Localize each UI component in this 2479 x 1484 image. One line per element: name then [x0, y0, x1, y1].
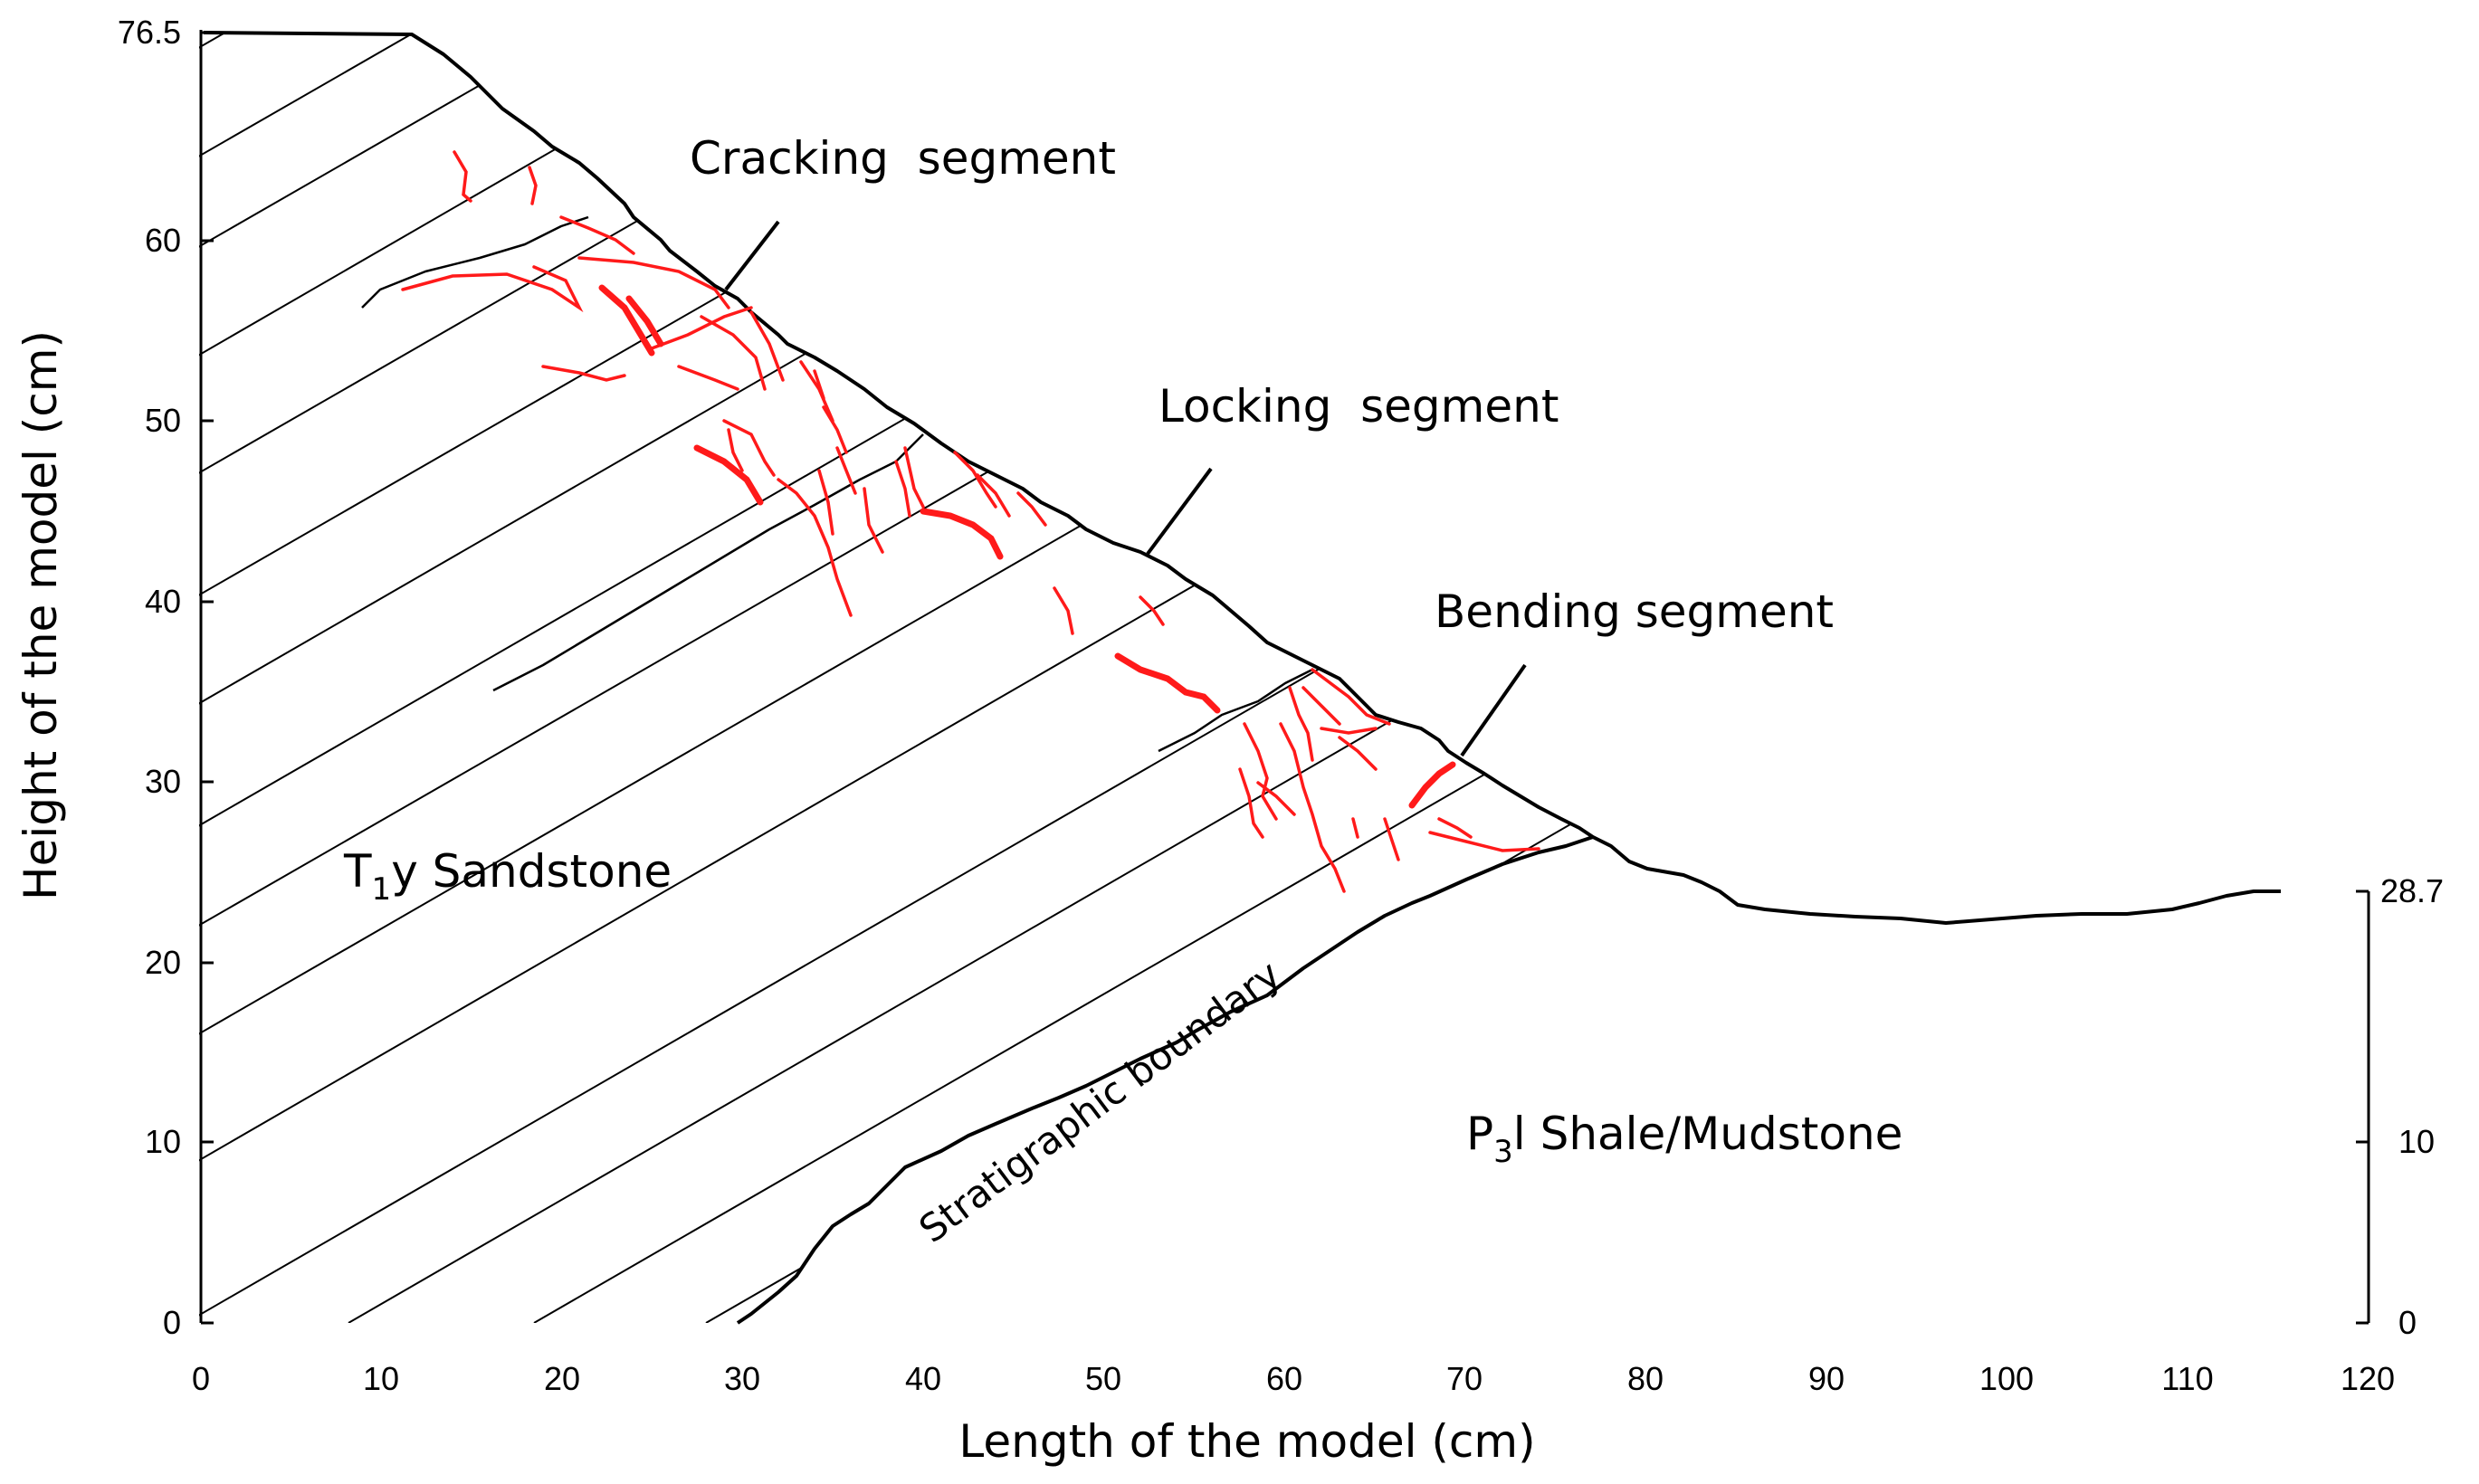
svg-text:120: 120	[2341, 1360, 2395, 1397]
sandstone-label: T1y Sandstone	[343, 845, 672, 908]
middle-fissure	[492, 433, 924, 692]
y-tick-10: 10	[145, 1123, 181, 1160]
y-tick-30: 30	[145, 763, 181, 800]
cracking-segment-label: Cracking segment	[690, 132, 1116, 185]
svg-text:20: 20	[544, 1360, 580, 1397]
y-tick-60: 60	[145, 222, 181, 259]
cracking-leader	[724, 220, 780, 291]
svg-text:0: 0	[192, 1360, 210, 1397]
svg-text:90: 90	[1808, 1360, 1845, 1397]
svg-text:30: 30	[724, 1360, 760, 1397]
svg-text:100: 100	[1979, 1360, 2034, 1397]
y-right-tick-0: 0	[2398, 1304, 2417, 1341]
svg-text:60: 60	[1266, 1360, 1302, 1397]
y-right-tick-top: 28.7	[2380, 872, 2444, 909]
bending-leader	[1460, 663, 1527, 757]
lower-fissure	[1158, 668, 1313, 753]
shale-label: P3l Shale/Mudstone	[1466, 1108, 1902, 1170]
stratigraphic-boundary-line	[736, 835, 1594, 1325]
y-axis-title: Height of the model (cm)	[14, 330, 67, 900]
crack-traces	[401, 150, 1540, 893]
locking-segment-label: Locking segment	[1158, 380, 1559, 433]
y-tick-40: 40	[145, 583, 181, 620]
y-tick-20: 20	[145, 944, 181, 981]
svg-text:70: 70	[1446, 1360, 1483, 1397]
svg-text:10: 10	[363, 1360, 399, 1397]
bending-segment-label: Bending segment	[1435, 585, 1834, 638]
svg-text:110: 110	[2161, 1360, 2213, 1397]
y-tick-50: 50	[145, 402, 181, 439]
slope-surface-line	[203, 31, 2281, 925]
upper-fissure	[361, 215, 589, 309]
y-right-tick-10: 10	[2398, 1123, 2435, 1160]
locking-leader	[1146, 467, 1213, 556]
svg-text:40: 40	[905, 1360, 941, 1397]
x-axis-title: Length of the model (cm)	[958, 1415, 1535, 1468]
svg-text:50: 50	[1085, 1360, 1121, 1397]
y-tick-top: 76.5	[118, 14, 181, 51]
x-ticks: 0 10 20 30 40 50 60 70 80 90 100 110 120	[192, 1360, 2395, 1397]
y-tick-0: 0	[163, 1304, 181, 1341]
svg-text:80: 80	[1627, 1360, 1664, 1397]
